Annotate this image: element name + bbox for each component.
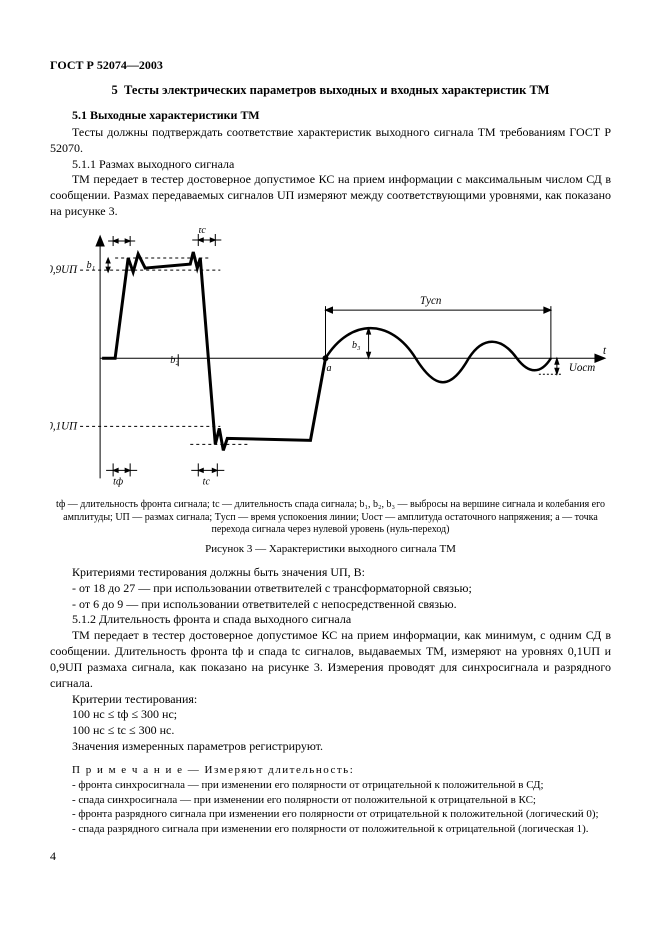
para-5-1-1: ТМ передает в тестер достоверное допусти… [50,172,611,219]
title: Размах выходного сигнала [99,157,234,171]
subsection-5-1-1: 5.1.1 Размах выходного сигнала [50,157,611,173]
label-tf-bottom: tф [113,476,123,487]
crit-3: Значения измеренных параметров регистрир… [50,739,611,755]
label-tc: tс [199,228,207,236]
note-2: - спада синхросигнала — при изменении ег… [50,793,611,808]
note-title: П р и м е ч а н и е — Измеряют длительно… [50,763,611,778]
section-title: 5 Тесты электрических параметров выходны… [50,83,611,98]
criteria-intro: Критериями тестирования должны быть знач… [50,565,611,581]
note-4: - спада разрядного сигнала при изменении… [50,822,611,837]
subsection-5-1-2: 5.1.2 Длительность фронта и спада выходн… [50,612,611,628]
figure-legend: tф — длительность фронта сигнала; tс — д… [50,499,611,537]
crit-title: Критерии тестирования: [50,692,611,708]
doc-header: ГОСТ Р 52074—2003 [50,58,611,73]
label-b3: b₃ [352,340,361,351]
num: 5.1.2 [72,612,96,626]
label-t: t [603,345,607,357]
figure-3: 0,9UП 0,1UП tс b₁ b₂ Tусп b₃ a Uост t tф… [50,228,611,488]
num: 5.1.1 [72,157,96,171]
para-5-1-2: ТМ передает в тестер достоверное допусти… [50,628,611,691]
title: Длительность фронта и спада выходного си… [99,612,351,626]
label-01up: 0,1UП [50,420,78,432]
label-a: a [326,363,331,374]
section-number: 5 [112,83,118,97]
criteria-1: - от 18 до 27 — при использовании ответв… [50,581,611,597]
figure-caption: Рисунок 3 — Характеристики выходного сиг… [50,543,611,555]
page: ГОСТ Р 52074—2003 5 Тесты электрических … [0,0,661,904]
note-1: - фронта синхросигнала — при изменении е… [50,778,611,793]
sub-num: 5.1 [72,108,87,122]
note-3: - фронта разрядного сигнала при изменени… [50,807,611,822]
label-tc-bottom: tс [203,476,211,487]
para-5-1: Тесты должны подтверждать соответствие х… [50,125,611,157]
note-title-text: П р и м е ч а н и е — Измеряют длительно… [72,764,354,776]
label-b1: b₁ [87,260,95,271]
spacer [50,755,611,763]
crit-1: 100 нс ≤ tф ≤ 300 нс; [50,707,611,723]
sub-title-text: Выходные характеристики ТМ [90,108,260,122]
label-uost: Uост [569,362,595,374]
subsection-5-1: 5.1 Выходные характеристики ТМ [50,108,611,123]
section-title-text: Тесты электрических параметров выходных … [124,83,549,97]
label-tusp: Tусп [420,295,442,307]
crit-2: 100 нс ≤ tс ≤ 300 нс. [50,723,611,739]
label-b2: b₂ [170,355,179,366]
page-number: 4 [50,849,611,864]
criteria-2: - от 6 до 9 — при использовании ответвит… [50,597,611,613]
label-09up: 0,9UП [50,264,78,276]
